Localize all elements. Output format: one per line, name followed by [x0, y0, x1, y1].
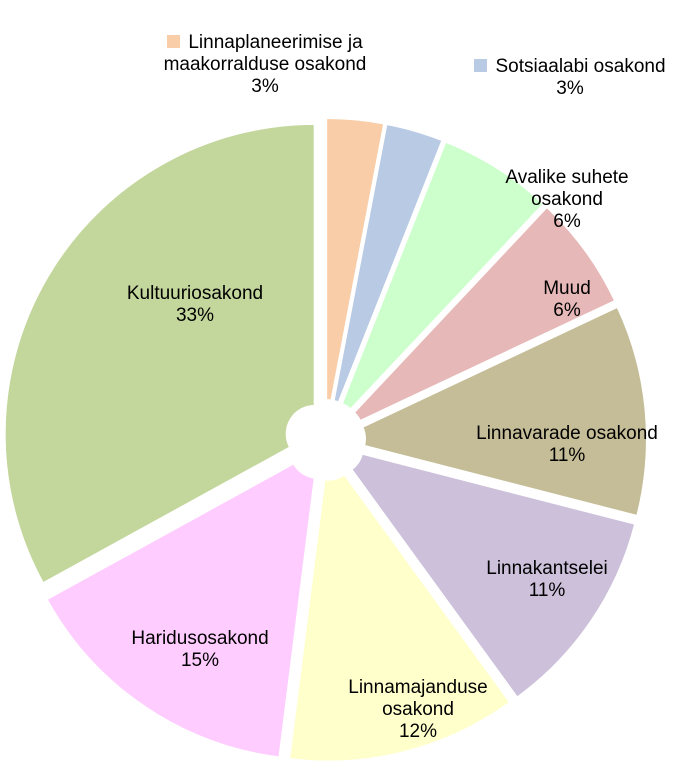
value-label: 15% — [180, 650, 220, 671]
pie-slice — [352, 205, 617, 423]
label-value: 6% — [507, 300, 627, 322]
category-label: Sotsiaalabi osakond — [495, 56, 666, 77]
pie-slice — [45, 462, 316, 759]
slice-label: Linnakantselei 11% — [457, 558, 637, 602]
pie-slice — [3, 122, 316, 585]
pie-slice — [332, 122, 444, 404]
label-name: Muud — [507, 278, 627, 300]
category-label: Linnaplaneerimise ja maakorralduse osako… — [163, 32, 367, 75]
slice-label: Muud 6% — [507, 278, 627, 322]
label-name: Linnaplaneerimise ja maakorralduse osako… — [140, 32, 390, 76]
label-value: 11% — [457, 580, 637, 602]
label-name: Linnakantselei — [457, 558, 637, 580]
legend-swatch — [167, 35, 181, 48]
label-value: 12% — [318, 721, 518, 743]
slice-label: Linnamajanduse osakond 12% — [318, 677, 518, 743]
label-value: 15% — [100, 650, 300, 672]
label-name: Linnavarade osakond — [442, 423, 692, 445]
slice-label: Linnaplaneerimise ja maakorralduse osako… — [140, 32, 390, 98]
label-value: 3% — [440, 78, 694, 100]
label-value: 11% — [442, 445, 692, 467]
category-label: Haridusosakond — [131, 628, 269, 649]
label-value: 6% — [482, 211, 652, 233]
value-label: 11% — [528, 580, 566, 601]
value-label: 33% — [175, 305, 215, 326]
slice-label: Sotsiaalabi osakond 3% — [440, 56, 694, 100]
label-name: Haridusosakond — [100, 628, 300, 650]
label-name: Kultuuriosakond — [95, 283, 295, 305]
label-value: 33% — [95, 305, 295, 327]
value-label: 12% — [398, 721, 438, 742]
value-label: 3% — [556, 78, 584, 99]
pie-slice — [360, 305, 648, 518]
slice-label: Avalike suhete osakond 6% — [482, 167, 652, 233]
category-label: Muud — [543, 278, 591, 299]
category-label: Linnavarade osakond — [476, 423, 658, 444]
pie-slice — [349, 452, 637, 699]
pie-slice — [340, 140, 546, 411]
label-name: Linnamajanduse osakond — [318, 677, 518, 721]
slice-label: Haridusosakond 15% — [100, 628, 300, 672]
category-label: Linnakantselei — [486, 558, 608, 579]
pie-slice — [288, 472, 512, 763]
slice-label: Kultuuriosakond 33% — [95, 283, 295, 327]
category-label: Avalike suhete osakond — [505, 167, 629, 210]
pie-slice — [325, 117, 386, 402]
value-label: 6% — [553, 300, 581, 321]
slice-label: Linnavarade osakond 11% — [442, 423, 692, 467]
value-label: 3% — [251, 76, 279, 97]
category-label: Linnamajanduse osakond — [348, 677, 488, 720]
label-name: Avalike suhete osakond — [482, 167, 652, 211]
legend-swatch — [474, 59, 488, 72]
value-label: 6% — [553, 211, 581, 232]
label-name: Sotsiaalabi osakond — [440, 56, 694, 78]
value-label: 11% — [548, 445, 586, 466]
category-label: Kultuuriosakond — [126, 283, 264, 304]
label-value: 3% — [140, 76, 390, 98]
